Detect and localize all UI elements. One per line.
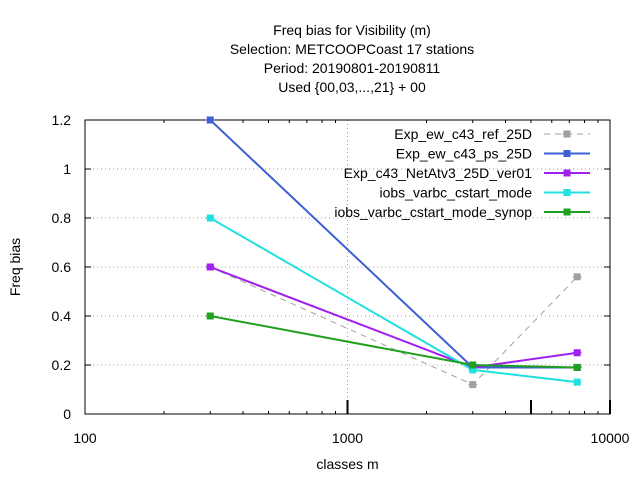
- y-tick-label: 0.8: [52, 210, 72, 226]
- legend-entry-label: iobs_varbc_cstart_mode_synop: [334, 204, 532, 220]
- x-axis-label: classes m: [316, 456, 378, 472]
- series-3: [205, 263, 582, 371]
- series-line: [209, 266, 578, 369]
- series-line: [209, 217, 578, 384]
- title-line-4: Used {00,03,...,21} + 00: [278, 79, 426, 95]
- x-tick-label: 10000: [591, 430, 630, 446]
- legend: Exp_ew_c43_ref_25D Exp_ew_c43_ps_25D Exp_c…: [334, 126, 590, 220]
- x-tick-label: 1000: [332, 430, 363, 446]
- axis-ticks: 0 0.2 0.4 0.6 0.8 1 1.2 100 1000 10000: [52, 112, 630, 446]
- x-tick-label: 100: [73, 430, 97, 446]
- y-tick-label: 0.2: [52, 357, 72, 373]
- series-group: [205, 116, 582, 389]
- legend-entry-label: Exp_c43_NetAtv3_25D_ver01: [344, 165, 533, 181]
- y-axis-label: Freq bias: [7, 238, 23, 296]
- series-5: [205, 312, 582, 371]
- series-4: [205, 214, 582, 386]
- y-tick-label: 0: [63, 406, 71, 422]
- y-tick-label: 1: [63, 161, 71, 177]
- legend-entry-label: iobs_varbc_cstart_mode: [379, 185, 532, 201]
- title-line-1: Freq bias for Visibility (m): [273, 22, 431, 38]
- legend-entry-label: Exp_ew_c43_ps_25D: [396, 146, 532, 162]
- title-line-2: Selection: METCOOPCoast 17 stations: [230, 41, 474, 57]
- y-tick-label: 1.2: [52, 112, 72, 128]
- y-tick-label: 0.6: [52, 259, 72, 275]
- legend-entry-label: Exp_ew_c43_ref_25D: [394, 126, 532, 142]
- chart-title: Freq bias for Visibility (m) Selection: M…: [230, 22, 474, 95]
- y-tick-label: 0.4: [52, 308, 72, 324]
- grid-lines: [85, 120, 610, 414]
- title-line-3: Period: 20190801-20190811: [264, 60, 441, 76]
